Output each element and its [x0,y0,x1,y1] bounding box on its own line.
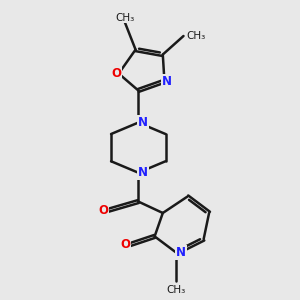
Text: O: O [98,204,108,217]
Text: N: N [176,246,186,259]
Text: N: N [138,166,148,179]
Text: O: O [111,67,121,80]
Text: N: N [162,75,172,88]
Text: N: N [138,116,148,129]
Text: CH₃: CH₃ [187,31,206,41]
Text: O: O [120,238,130,251]
Text: CH₃: CH₃ [167,285,186,296]
Text: CH₃: CH₃ [115,13,134,23]
